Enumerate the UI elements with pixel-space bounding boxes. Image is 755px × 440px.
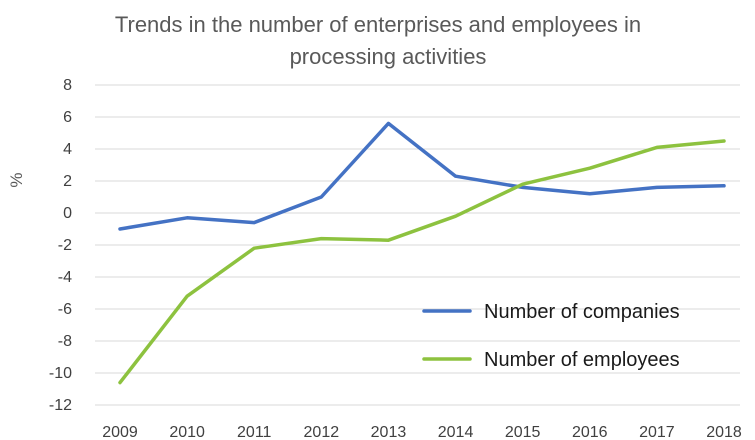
y-tick-label: -4 [58,269,72,286]
y-axis-label: % [7,172,26,187]
y-tick-label: -10 [49,365,72,382]
x-tick-label: 2016 [572,424,608,440]
series-line-1 [118,121,726,231]
series-line-2 [118,139,726,385]
y-tick-label: 0 [63,205,72,222]
x-tick-label: 2013 [371,424,407,440]
gridlines [95,84,740,406]
y-tick-label: -2 [58,237,72,254]
legend-label: Number of companies [484,301,680,323]
y-tick-label: 2 [63,173,72,190]
y-tick-label: 4 [63,141,72,158]
y-tick-label: 8 [63,77,72,94]
y-tick-label: -6 [58,301,72,318]
x-tick-label: 2010 [169,424,205,440]
x-tick-label: 2009 [102,424,138,440]
series-lines [118,121,726,385]
x-tick-label: 2011 [237,424,272,440]
y-tick-label: -8 [58,333,72,350]
legend-label: Number of employees [484,349,680,371]
chart-title-line-2: processing activities [290,44,487,69]
y-axis-ticks: 8 6 4 2 0 -2 -4 -6 -8 -10 -12 [49,77,72,414]
x-axis-ticks: 2009 2010 2011 2012 2013 2014 2015 2016 2017 2018 [102,424,742,440]
y-tick-label: -12 [49,397,72,414]
chart-title-line-1: Trends in the number of enterprises and … [115,12,641,37]
y-tick-label: 6 [63,109,72,126]
legend: Number of companies Number of employees [422,301,680,371]
x-tick-label: 2014 [438,424,474,440]
x-tick-label: 2018 [706,424,742,440]
x-tick-label: 2017 [639,424,675,440]
x-tick-label: 2015 [505,424,541,440]
x-tick-label: 2012 [304,424,340,440]
